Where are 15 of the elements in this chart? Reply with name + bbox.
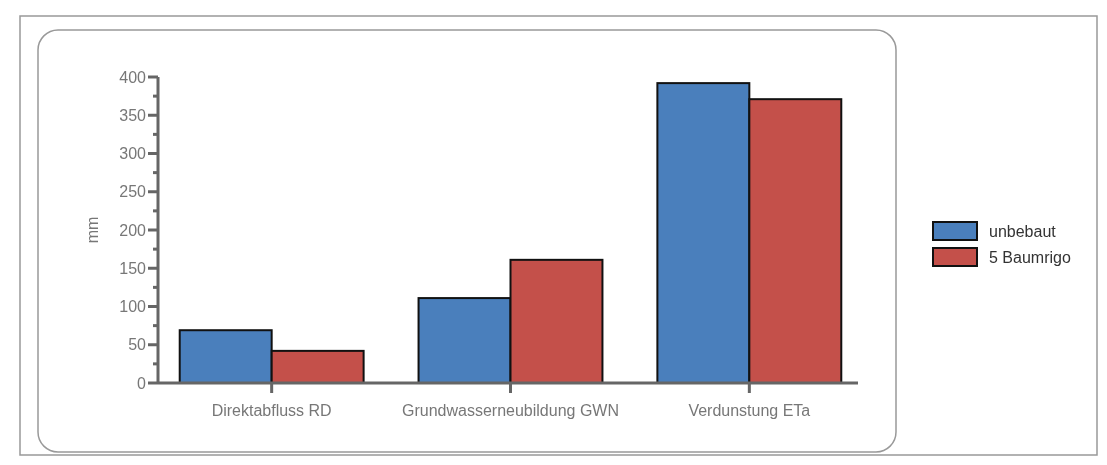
y-tick-label: 150 [119,259,147,277]
x-tick-label: Verdunstung ETa [688,402,811,419]
y-tick-label: 350 [119,106,147,124]
y-tick-label: 400 [119,68,147,86]
legend-label: unbebaut [989,222,1057,240]
y-axis-title: mm [84,216,101,244]
x-tick-label: Grundwasserneubildung GWN [402,402,619,419]
y-tick-label: 300 [119,145,147,163]
y-tick-label: 0 [137,374,147,392]
y-tick-label: 200 [119,221,147,239]
x-tick-label: Direktabfluss RD [211,402,332,419]
y-tick-label: 250 [119,183,147,201]
y-tick-label: 50 [128,336,147,354]
y-tick-label: 100 [119,298,147,316]
legend-label: 5 Baumrigo [989,248,1071,266]
